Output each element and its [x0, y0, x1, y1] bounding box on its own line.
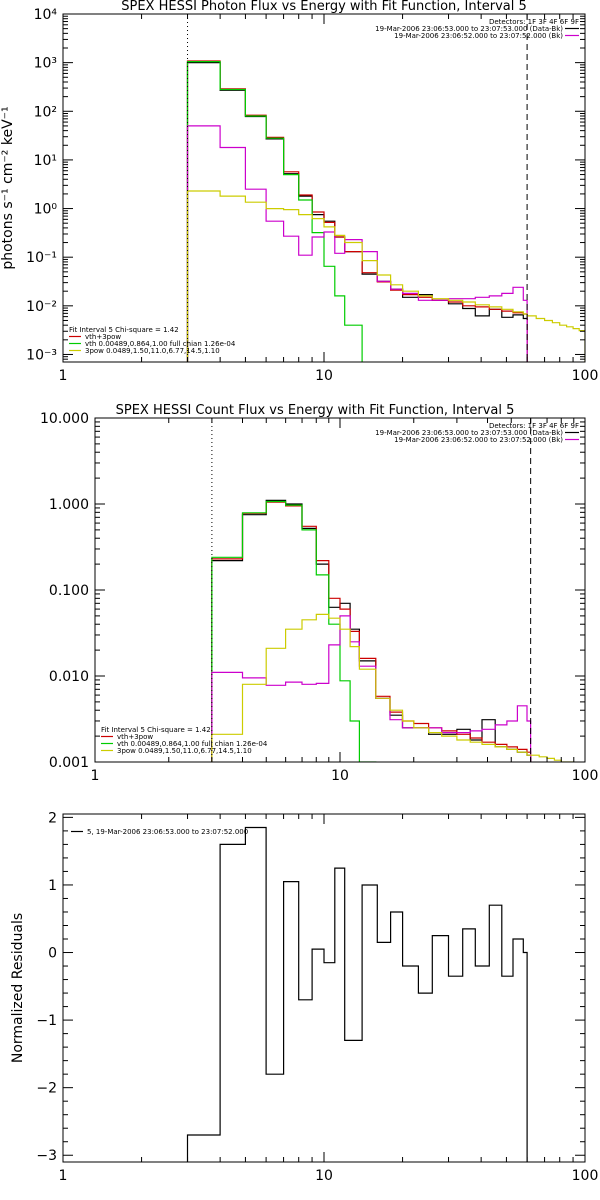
header-text: 19-Mar-2006 23:06:52.000 to 23:07:52.000… — [394, 32, 563, 40]
x-tick-label: 1 — [91, 768, 100, 784]
y-tick-label: 10.000 — [40, 411, 89, 427]
plot-frame — [94, 417, 586, 763]
legend-entry: vth 0.00489,0.864,1.00 full chian 1.26e-… — [117, 740, 268, 748]
y-tick-label: 0 — [48, 946, 57, 962]
x-tick-label: 100 — [572, 768, 599, 784]
x-tick-label: 1 — [59, 1168, 68, 1184]
series-line-5 — [211, 613, 575, 762]
series-line-3 — [211, 500, 377, 762]
x-tick-label: 1 — [59, 368, 68, 384]
y-axis-label: Normalized Residuals — [10, 913, 26, 1063]
series-line-2 — [186, 60, 528, 362]
series-line-1 — [211, 499, 532, 762]
y-tick-label: 10⁴ — [34, 7, 58, 23]
legend-title: Fit Interval 5 Chi-square = 1.42 — [101, 726, 211, 734]
header-text: Detectors: 1F 3F 4F 6F 9F — [489, 18, 579, 26]
y-tick-label: 0.100 — [49, 583, 89, 599]
y-tick-label: 0.001 — [49, 755, 89, 771]
chart-title: SPEX HESSI Count Flux vs Energy with Fit… — [116, 403, 515, 418]
header-text: 19-Mar-2006 23:06:53.000 to 23:07:53.000… — [375, 25, 563, 33]
y-axis-label: photons s⁻¹ cm⁻² keV⁻¹ — [0, 106, 16, 269]
series-line-3 — [186, 61, 363, 362]
header-text: 19-Mar-2006 23:06:52.000 to 23:07:52.000… — [394, 436, 563, 444]
y-tick-label: 1.000 — [49, 497, 89, 513]
plot-frame — [62, 813, 586, 1163]
series-group — [186, 60, 585, 362]
chart-1: 1 10 100 10⁻³ 10⁻² 10⁻¹ 10⁰ 10¹ 10² 10³ 10⁴ SPEX HE… — [0, 0, 598, 384]
series-group — [186, 826, 528, 1162]
legend-entry: vth 0.00489,0.864,1.00 full chian 1.26e-… — [85, 340, 236, 348]
series-line-5 — [186, 190, 585, 362]
legend-entry: 5, 19-Mar-2006 23:06:53.000 to 23:07:52.… — [87, 828, 248, 836]
x-tick-label: 10 — [315, 368, 333, 384]
x-tick-label: 100 — [572, 1168, 599, 1184]
legend-entry: vth+3pow — [85, 333, 121, 341]
y-tick-label: 2 — [48, 810, 57, 826]
y-tick-label: 10⁻¹ — [26, 250, 57, 266]
chart-2: 1 10 100 0.001 0.010 0.100 1.000 10.000 SPEX HES… — [40, 403, 598, 784]
x-tick-label: 10 — [331, 768, 349, 784]
y-tick-label: −1 — [36, 1013, 57, 1029]
series-line-1 — [186, 826, 528, 1162]
legend-title: Fit Interval 5 Chi-square = 1.42 — [69, 326, 179, 334]
legend-entry: 3pow 0.0489,1.50,11.0,6.77,14.5,1.10 — [85, 347, 220, 355]
y-tick-label: 10³ — [34, 56, 57, 72]
x-tick-label: 10 — [315, 1168, 333, 1184]
chart-title: SPEX HESSI Photon Flux vs Energy with Fi… — [121, 0, 527, 14]
y-tick-label: 10¹ — [34, 153, 57, 169]
header-text: 19-Mar-2006 23:06:53.000 to 23:07:53.000… — [375, 429, 563, 437]
y-tick-label: −3 — [36, 1148, 57, 1164]
y-tick-label: 10² — [34, 104, 57, 120]
series-line-1 — [186, 62, 528, 362]
series-line-2 — [211, 501, 532, 762]
y-tick-label: 10⁰ — [34, 202, 58, 218]
y-tick-label: 10⁻³ — [26, 347, 57, 363]
y-tick-label: 0.010 — [49, 669, 89, 685]
y-tick-label: 10⁻² — [26, 299, 57, 315]
x-tick-label: 100 — [572, 368, 599, 384]
legend-entry: 3pow 0.0489,1.50,11.0,6.77,14.5,1.10 — [117, 747, 252, 755]
header-text: Detectors: 1F 3F 4F 6F 9F — [489, 422, 579, 430]
y-tick-label: −2 — [36, 1081, 57, 1097]
chart-3: 1 10 100 −3 −2 −1 0 1 2 Normalized Residuals 5, 19… — [10, 810, 598, 1184]
legend-entry: vth+3pow — [117, 733, 153, 741]
series-line-4 — [186, 125, 528, 362]
series-group — [211, 499, 575, 762]
y-tick-label: 1 — [48, 878, 57, 894]
